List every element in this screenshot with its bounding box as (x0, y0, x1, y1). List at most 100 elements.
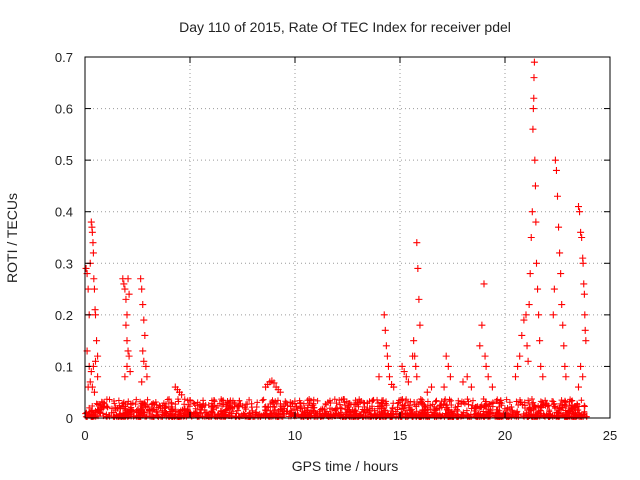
baseline-noise-point (371, 407, 378, 414)
baseline-noise-point (395, 397, 402, 404)
baseline-noise-point (525, 397, 532, 404)
baseline-noise-point (144, 396, 151, 403)
baseline-noise-point (89, 403, 96, 410)
baseline-noise-point (408, 406, 415, 413)
baseline-noise-point (469, 402, 476, 409)
baseline-noise-point (455, 397, 462, 404)
data-point (480, 280, 488, 288)
baseline-noise-point (121, 410, 128, 417)
baseline-noise-point (325, 411, 332, 418)
data-point (380, 311, 388, 319)
baseline-noise-point (184, 397, 191, 404)
data-point (90, 285, 98, 293)
baseline-noise-point (289, 399, 296, 406)
baseline-noise-point (272, 413, 279, 420)
baseline-noise-point (280, 412, 287, 419)
baseline-noise-point (345, 403, 352, 410)
baseline-noise-point (260, 396, 267, 403)
data-point (531, 156, 539, 164)
data-point (138, 285, 146, 293)
baseline-noise-point (405, 411, 412, 418)
baseline-noise-point (274, 410, 281, 417)
data-point (141, 331, 149, 339)
data-point (523, 342, 531, 350)
baseline-noise-point (241, 411, 248, 418)
baseline-noise-point (486, 401, 493, 408)
data-point (529, 105, 537, 113)
baseline-noise-point (322, 410, 329, 417)
data-point (137, 275, 145, 283)
baseline-noise-point (115, 397, 122, 404)
data-point (382, 342, 390, 350)
baseline-noise-point (366, 409, 373, 416)
baseline-noise-point (127, 411, 134, 418)
x-tick-label: 5 (186, 428, 193, 443)
baseline-noise-point (370, 396, 377, 403)
baseline-noise-point (100, 399, 107, 406)
baseline-noise-point (172, 401, 179, 408)
baseline-noise-point (441, 413, 448, 420)
data-point (423, 388, 431, 396)
baseline-noise-point (119, 400, 126, 407)
baseline-noise-point (566, 408, 573, 415)
baseline-noise-point (137, 413, 144, 420)
baseline-noise-point (389, 404, 396, 411)
baseline-noise-point (503, 396, 510, 403)
baseline-noise-point (105, 412, 112, 419)
data-point (555, 223, 563, 231)
baseline-noise-point (329, 406, 336, 413)
baseline-noise-point (448, 408, 455, 415)
baseline-noise-point (488, 409, 495, 416)
baseline-noise-point (412, 403, 419, 410)
data-point (554, 192, 561, 200)
data-point (525, 301, 533, 309)
baseline-noise-point (583, 413, 590, 420)
data-point (550, 285, 558, 293)
baseline-noise-point (537, 398, 544, 405)
baseline-noise-point (172, 406, 179, 413)
grid-lines (85, 57, 610, 418)
baseline-noise-point (478, 401, 485, 408)
baseline-noise-point (222, 413, 229, 420)
data-point (94, 373, 102, 381)
baseline-noise-point (209, 403, 216, 410)
baseline-noise-point (458, 398, 465, 405)
data-point (482, 362, 490, 370)
baseline-noise-point (327, 412, 334, 419)
y-tick-label: 0.4 (55, 205, 73, 220)
baseline-noise-point (517, 399, 524, 406)
baseline-noise-point (480, 408, 487, 415)
data-point (139, 301, 147, 309)
data-point (535, 311, 543, 319)
baseline-noise-point (351, 408, 358, 415)
baseline-noise-point (380, 413, 387, 420)
data-point (411, 352, 419, 360)
data-point (178, 391, 186, 399)
baseline-noise-point (513, 398, 520, 405)
baseline-noise-point (348, 401, 355, 408)
baseline-noise-point (115, 413, 122, 420)
data-point (582, 337, 590, 345)
data-point (82, 264, 90, 272)
data-point (413, 239, 421, 247)
baseline-noise-point (407, 407, 414, 414)
baseline-noise-point (310, 396, 317, 403)
baseline-noise-point (192, 405, 199, 412)
data-point (581, 311, 589, 319)
data-point (558, 301, 566, 309)
data-point (484, 373, 492, 381)
data-point (442, 352, 450, 360)
data-point (518, 331, 526, 339)
data-point (140, 316, 148, 324)
data-point (526, 270, 534, 278)
data-point (537, 362, 545, 370)
data-point (412, 362, 420, 370)
data-point (87, 218, 95, 226)
baseline-noise-point (141, 409, 148, 416)
data-point (576, 208, 584, 216)
data-point (410, 337, 418, 345)
data-point (383, 352, 391, 360)
baseline-noise-point (177, 413, 184, 420)
data-point (481, 352, 489, 360)
baseline-noise-point (132, 401, 139, 408)
